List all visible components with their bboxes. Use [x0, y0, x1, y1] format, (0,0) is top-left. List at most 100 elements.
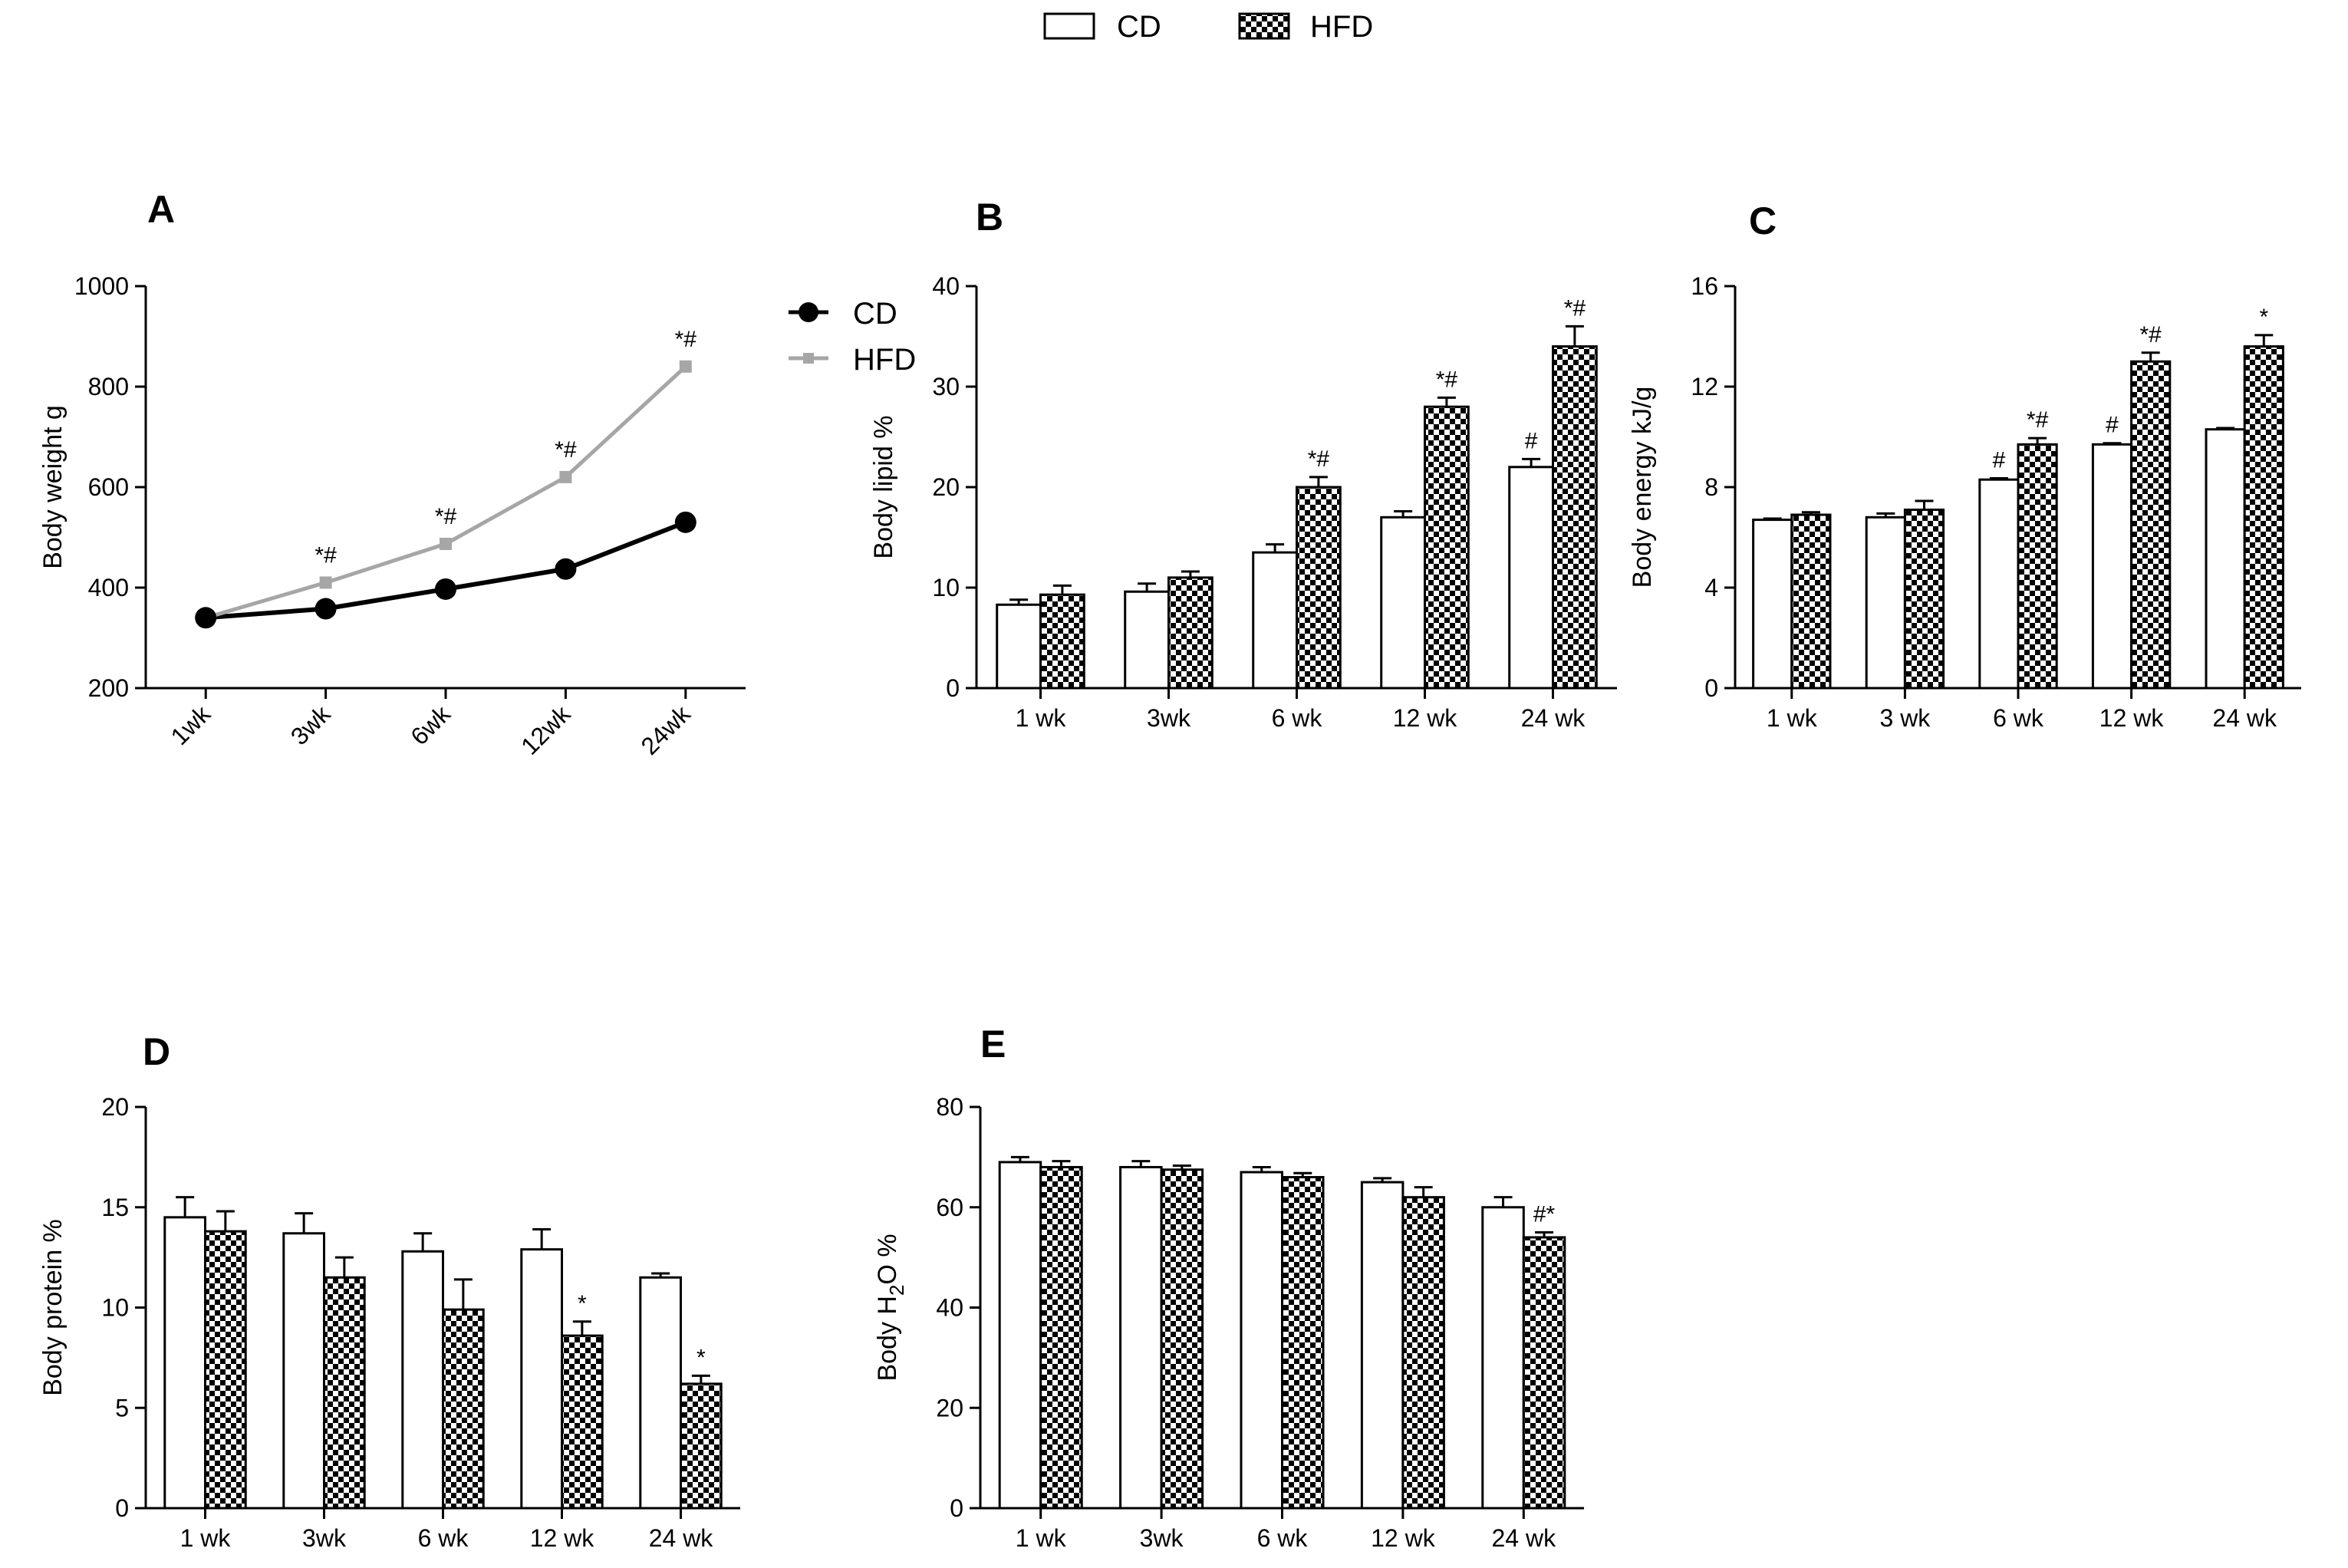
- bar-hfd: [1039, 593, 1085, 690]
- data-point-hfd: [440, 538, 452, 551]
- legend-cd-label: CD: [1117, 10, 1161, 44]
- y-tick-label: 40: [932, 272, 960, 300]
- x-tick-label: 24wk: [635, 700, 696, 760]
- x-tick-label: 6wk: [405, 700, 456, 750]
- bar-cd: [282, 1232, 325, 1510]
- legend-hfd-marker: [803, 353, 814, 364]
- bar-hfd: [1424, 405, 1470, 690]
- bar-cd: [996, 603, 1042, 690]
- bar-cd: [1380, 516, 1426, 690]
- y-tick-label: 15: [101, 1194, 129, 1221]
- y-tick-label: 20: [936, 1394, 963, 1421]
- y-tick-label: 10: [101, 1294, 129, 1322]
- bar-cd: [639, 1276, 682, 1510]
- bar-cd: [1119, 1165, 1163, 1510]
- x-tick-label: 6 wk: [1257, 1524, 1309, 1552]
- bar-hfd: [1296, 486, 1342, 690]
- y-tick-label: 12: [1691, 373, 1718, 400]
- y-tick-label: 10: [932, 574, 960, 601]
- bar-hfd: [561, 1334, 604, 1510]
- data-point-hfd: [679, 360, 692, 373]
- panel-c: 0 4 8 12 16 1 wk 3 wk 6 wk 12 wk 24 wk Body energy…: [1628, 272, 2301, 732]
- panel-letter-e: E: [980, 1023, 1006, 1066]
- top-legend: CD HFD: [1043, 10, 1373, 44]
- bar-cd: [1978, 478, 2020, 690]
- x-tick-label: 1 wk: [1016, 704, 1067, 732]
- data-point-hfd: [319, 576, 332, 589]
- significance-marker: #: [2106, 413, 2119, 438]
- significance-marker: *: [578, 1291, 587, 1316]
- panel-b: 0 10 20 30 40 1 wk 3wk 6 wk 12 wk 24 wk Body lipid…: [869, 272, 1617, 732]
- y-axis-label: Body protein %: [38, 1219, 68, 1396]
- x-tick-label: 6 wk: [418, 1524, 469, 1552]
- panel-a: 200 400 600 800 1000 1wk 3wk 6wk 12wk 24wk Body we…: [38, 272, 746, 760]
- significance-marker: *#: [555, 437, 577, 463]
- y-axis-label: Body H2O %: [873, 1234, 908, 1381]
- x-tick-label: 6 wk: [1993, 704, 2044, 732]
- panel-letter-d: D: [143, 1030, 170, 1073]
- bar-cd: [401, 1250, 444, 1510]
- y-axis-label: Body energy kJ/g: [1628, 387, 1657, 588]
- data-point-cd: [435, 578, 456, 600]
- y-tick-label: 4: [1704, 574, 1718, 601]
- significance-marker: *: [696, 1345, 706, 1370]
- data-point-cd: [314, 598, 337, 620]
- bar-hfd: [1522, 1236, 1566, 1510]
- y-tick-label: 1000: [74, 272, 129, 300]
- x-tick-label: 1 wk: [180, 1524, 232, 1552]
- bar-hfd: [442, 1308, 485, 1510]
- legend-hfd-swatch: [1238, 12, 1290, 40]
- x-tick-label: 1 wk: [1767, 704, 1818, 732]
- legend-hfd-label: HFD: [1310, 10, 1373, 44]
- x-tick-label: 12 wk: [1393, 704, 1458, 732]
- panel-letter-b: B: [976, 196, 1003, 239]
- bar-cd: [998, 1161, 1042, 1510]
- bar-cd: [1124, 590, 1170, 690]
- bar-hfd: [1167, 576, 1214, 690]
- bar-cd: [1865, 516, 1906, 690]
- significance-marker: *: [2259, 305, 2268, 330]
- y-tick-label: 0: [946, 674, 960, 702]
- data-point-cd: [674, 511, 696, 533]
- y-tick-label: 16: [1691, 272, 1718, 300]
- bar-hfd: [1903, 508, 1945, 690]
- bar-hfd: [680, 1382, 723, 1510]
- significance-marker: #*: [1533, 1201, 1556, 1227]
- significance-marker: *#: [1308, 446, 1330, 472]
- x-tick-label: 1 wk: [1016, 1524, 1067, 1552]
- x-tick-label: 3wk: [285, 700, 336, 750]
- significance-marker: *#: [435, 504, 457, 529]
- bar-cd: [2205, 428, 2246, 690]
- x-tick-label: 3wk: [1140, 1524, 1184, 1552]
- panel-d: 0 5 10 15 20 1 wk 3wk 6 wk 12 wk 24 wk Body protei…: [38, 1093, 740, 1552]
- panel-a-legend: CD HFD: [789, 297, 916, 377]
- bar-hfd: [2130, 360, 2172, 690]
- x-tick-label: 24 wk: [1521, 704, 1586, 732]
- legend-a-cd-label: CD: [853, 297, 897, 331]
- y-tick-label: 20: [932, 473, 960, 501]
- y-axis-label: Body lipid %: [869, 415, 898, 558]
- y-tick-label: 5: [115, 1394, 129, 1421]
- bar-cd: [1481, 1206, 1525, 1510]
- x-tick-label: 12wk: [515, 700, 576, 760]
- y-tick-label: 200: [88, 674, 129, 702]
- bar-hfd: [1790, 513, 1832, 690]
- panel-e: 0 20 40 60 80 1 wk 3wk 6 wk 12 wk 24 wk Body H2O %…: [873, 1093, 1584, 1552]
- y-tick-label: 400: [88, 574, 129, 601]
- bar-hfd: [1160, 1168, 1204, 1510]
- y-axis-label: Body weight g: [38, 405, 68, 569]
- bar-hfd: [1401, 1196, 1445, 1510]
- y-tick-label: 0: [1704, 674, 1718, 702]
- x-tick-label: 12 wk: [1371, 1524, 1436, 1552]
- y-tick-label: 0: [115, 1494, 129, 1522]
- bar-hfd: [1039, 1165, 1083, 1510]
- x-tick-label: 24 wk: [2212, 704, 2277, 732]
- bar-cd: [1508, 466, 1554, 690]
- x-tick-label: 3wk: [302, 1524, 347, 1552]
- significance-marker: *#: [314, 542, 337, 568]
- y-tick-label: 80: [936, 1093, 963, 1121]
- bar-hfd: [2243, 345, 2284, 690]
- x-tick-label: 6 wk: [1272, 704, 1323, 732]
